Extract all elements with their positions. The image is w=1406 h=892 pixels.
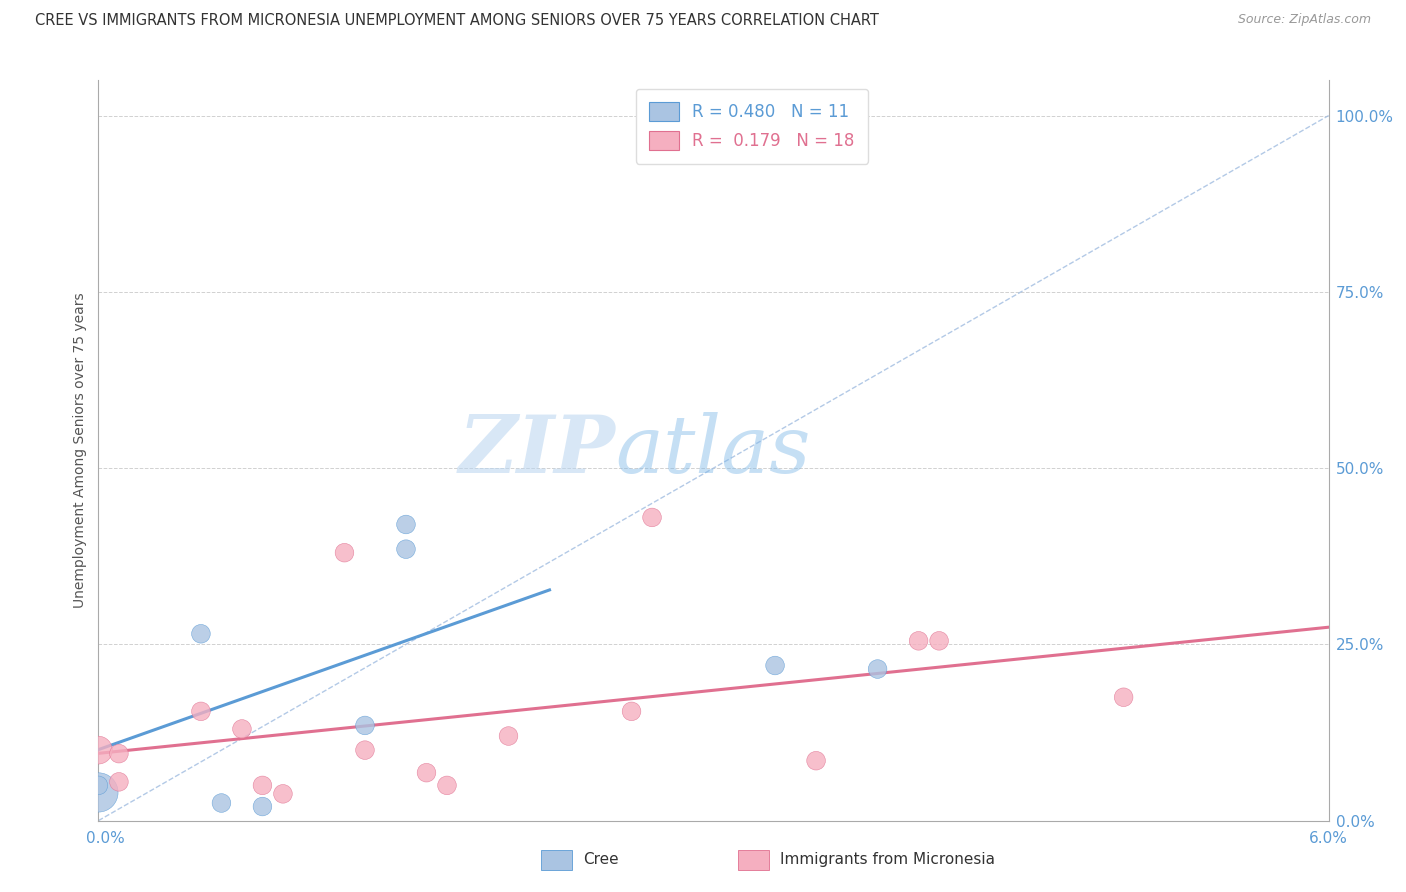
Point bbox=[108, 775, 131, 789]
Text: Cree: Cree bbox=[583, 853, 619, 867]
Point bbox=[641, 122, 664, 136]
Text: Source: ZipAtlas.com: Source: ZipAtlas.com bbox=[1237, 13, 1371, 27]
Point bbox=[87, 785, 110, 799]
Point bbox=[252, 778, 274, 792]
Point bbox=[641, 510, 664, 524]
Point bbox=[1112, 690, 1135, 705]
Point bbox=[231, 722, 253, 736]
Point bbox=[804, 754, 827, 768]
Text: 0.0%: 0.0% bbox=[86, 831, 125, 846]
Point bbox=[907, 633, 929, 648]
Y-axis label: Unemployment Among Seniors over 75 years: Unemployment Among Seniors over 75 years bbox=[73, 293, 87, 608]
Text: 6.0%: 6.0% bbox=[1309, 831, 1348, 846]
Text: Immigrants from Micronesia: Immigrants from Micronesia bbox=[780, 853, 995, 867]
Text: atlas: atlas bbox=[616, 412, 810, 489]
Point bbox=[395, 517, 418, 532]
Point bbox=[620, 704, 643, 718]
Point bbox=[415, 765, 437, 780]
Point bbox=[354, 743, 377, 757]
Point bbox=[190, 704, 212, 718]
Point bbox=[354, 718, 377, 732]
Point bbox=[252, 799, 274, 814]
Point bbox=[436, 778, 458, 792]
Point bbox=[395, 542, 418, 557]
Point bbox=[190, 627, 212, 641]
Point bbox=[87, 778, 110, 792]
Text: ZIP: ZIP bbox=[458, 412, 616, 489]
Point bbox=[108, 747, 131, 761]
Point bbox=[928, 633, 950, 648]
Point bbox=[271, 787, 294, 801]
Point bbox=[211, 796, 233, 810]
Point bbox=[87, 743, 110, 757]
Text: CREE VS IMMIGRANTS FROM MICRONESIA UNEMPLOYMENT AMONG SENIORS OVER 75 YEARS CORR: CREE VS IMMIGRANTS FROM MICRONESIA UNEMP… bbox=[35, 13, 879, 29]
Point bbox=[866, 662, 889, 676]
Legend: R = 0.480   N = 11, R =  0.179   N = 18: R = 0.480 N = 11, R = 0.179 N = 18 bbox=[636, 88, 868, 164]
Point bbox=[333, 546, 356, 560]
Point bbox=[498, 729, 520, 743]
Point bbox=[763, 658, 786, 673]
